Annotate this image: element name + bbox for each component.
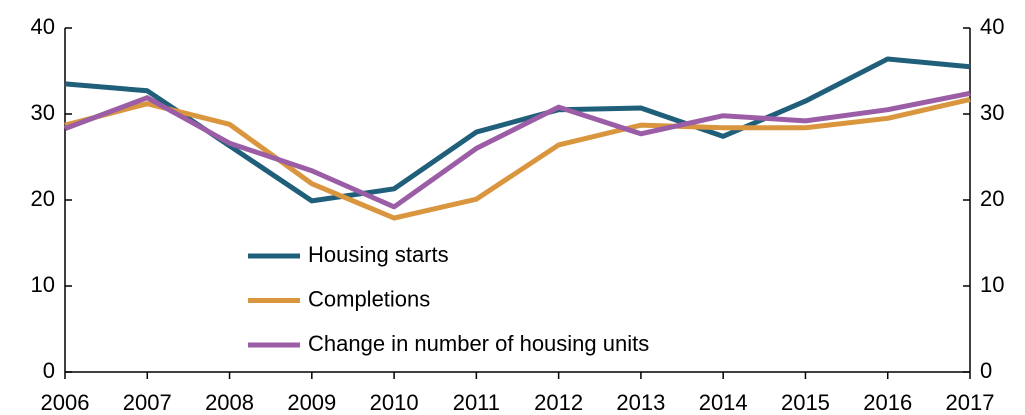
x-tick-label: 2017 [946,390,995,415]
x-tick-label: 2013 [616,390,665,415]
x-tick-label: 2009 [287,390,336,415]
y-tick-label: 30 [31,100,55,125]
x-tick-label: 2014 [699,390,748,415]
y2-tick-label: 30 [980,100,1004,125]
y-tick-label: 0 [43,358,55,383]
y-tick-label: 20 [31,186,55,211]
y-tick-label: 40 [31,14,55,39]
x-tick-label: 2016 [863,390,912,415]
x-tick-label: 2007 [123,390,172,415]
y2-tick-label: 10 [980,272,1004,297]
x-tick-label: 2015 [781,390,830,415]
y2-tick-label: 40 [980,14,1004,39]
y2-tick-label: 20 [980,186,1004,211]
x-tick-label: 2012 [534,390,583,415]
legend-label: Completions [308,286,430,311]
x-tick-label: 2010 [370,390,419,415]
x-tick-label: 2008 [205,390,254,415]
y-tick-label: 10 [31,272,55,297]
line [64,90,971,210]
y2-tick-label: 0 [980,358,992,383]
x-tick-label: 2006 [41,390,90,415]
line [64,96,971,221]
x-tick-label: 2011 [453,390,500,415]
legend-label: Change in number of housing units [308,331,649,356]
legend-label: Housing starts [308,242,449,267]
